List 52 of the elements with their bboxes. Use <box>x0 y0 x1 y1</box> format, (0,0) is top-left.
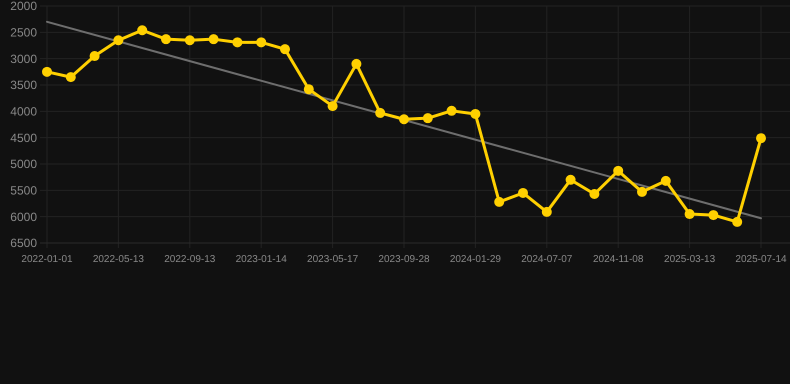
point <box>708 210 718 220</box>
y-tick-label: 6000 <box>10 210 38 224</box>
x-tick-label: 2022-09-13 <box>164 254 216 265</box>
y-tick-label: 5000 <box>10 157 38 172</box>
x-tick-label: 2023-01-14 <box>236 254 288 265</box>
x-tick-label: 2022-05-13 <box>92 254 144 265</box>
point <box>256 37 266 48</box>
point <box>399 114 409 124</box>
point <box>375 108 386 118</box>
point <box>161 34 171 44</box>
point <box>589 189 600 200</box>
point <box>756 133 766 144</box>
point <box>113 35 124 46</box>
point <box>328 101 338 112</box>
y-tick-label: 3000 <box>10 52 38 66</box>
y-tick-label: 2000 <box>10 0 38 14</box>
x-tick-label: 2024-11-08 <box>592 254 644 265</box>
y-tick-label: 4500 <box>10 130 38 145</box>
point <box>637 186 647 197</box>
point <box>208 34 219 44</box>
point <box>422 113 433 124</box>
x-tick-label: 2024-07-07 <box>521 254 573 265</box>
point <box>90 51 100 62</box>
y-tick-label: 3500 <box>10 78 38 92</box>
point <box>351 58 362 69</box>
point <box>280 44 290 54</box>
point <box>732 216 742 227</box>
point <box>66 72 76 82</box>
x-tick-label: 2023-09-28 <box>378 254 430 265</box>
y-tick-label: 6500 <box>10 236 38 250</box>
point <box>494 196 504 207</box>
point <box>446 106 457 116</box>
point <box>613 166 624 176</box>
point <box>566 174 576 185</box>
point <box>660 176 671 186</box>
point <box>42 66 52 77</box>
x-tick-label: 2024-01-29 <box>450 254 502 265</box>
point <box>137 25 148 36</box>
y-tick-label: 5500 <box>10 184 38 198</box>
x-tick-label: 2022-01-01 <box>21 254 74 265</box>
point <box>232 37 242 48</box>
x-tick-label: 2025-03-13 <box>664 254 716 265</box>
point <box>542 206 552 217</box>
point <box>518 188 528 198</box>
x-tick-label: 2023-05-17 <box>307 254 359 265</box>
point <box>470 108 480 119</box>
point <box>684 209 695 220</box>
y-tick-label: 4000 <box>10 104 38 119</box>
point <box>184 35 195 46</box>
point <box>304 84 314 94</box>
x-tick-label: 2025-07-14 <box>735 254 788 265</box>
y-tick-label: 2500 <box>10 26 38 40</box>
